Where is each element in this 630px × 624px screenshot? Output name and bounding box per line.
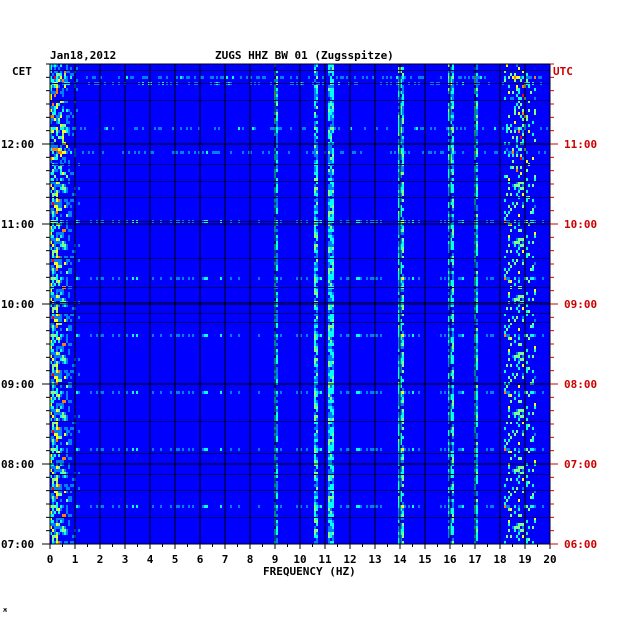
x-axis-label: FREQUENCY (HZ) [263, 565, 356, 578]
x-tick-label: 3 [122, 553, 129, 566]
x-tick-label: 0 [47, 553, 54, 566]
y-tick-label-left: 12:00 [1, 138, 34, 151]
y-tick-label-left: 11:00 [1, 218, 34, 231]
x-tick-label: 14 [393, 553, 407, 566]
x-tick-label: 1 [72, 553, 79, 566]
x-tick-label: 10 [293, 553, 306, 566]
y-tick-label-right: 07:00 [564, 458, 597, 471]
x-tick-label: 7 [222, 553, 229, 566]
x-tick-label: 15 [418, 553, 431, 566]
x-tick-label: 17 [468, 553, 481, 566]
axes: 0 1 2 3 4 5 6 7 8 9 10 11 12 13 14 15 16 17 18 19 2012:0011:… [1, 63, 597, 566]
chart-date: Jan18,2012 [50, 49, 117, 62]
x-tick-label: 18 [493, 553, 506, 566]
x-tick-label: 20 [543, 553, 556, 566]
y-tick-label-left: 10:00 [1, 298, 34, 311]
corner-mark: ж [3, 606, 8, 614]
x-tick-label: 4 [147, 553, 154, 566]
y-tick-label-right: 08:00 [564, 378, 597, 391]
grid [49, 64, 551, 545]
chart-title: ZUGS HHZ BW 01 (Zugsspitze) [215, 49, 394, 62]
x-tick-label: 19 [518, 553, 531, 566]
y-tick-label-left: 07:00 [1, 538, 34, 551]
x-tick-label: 13 [368, 553, 381, 566]
y-tick-label-right: 10:00 [564, 218, 597, 231]
right-axis-label: UTC [553, 65, 573, 78]
y-tick-label-right: 06:00 [564, 538, 597, 551]
y-tick-label-right: 11:00 [564, 138, 597, 151]
x-tick-label: 9 [272, 553, 279, 566]
x-tick-label: 8 [247, 553, 254, 566]
x-tick-label: 12 [343, 553, 356, 566]
x-tick-label: 16 [443, 553, 457, 566]
y-tick-label-left: 09:00 [1, 378, 34, 391]
x-tick-label: 6 [197, 553, 204, 566]
x-tick-label: 11 [318, 553, 332, 566]
y-tick-label-left: 08:00 [1, 458, 34, 471]
left-axis-label: CET [12, 65, 32, 78]
y-tick-label-right: 09:00 [564, 298, 597, 311]
x-tick-label: 5 [172, 553, 179, 566]
x-tick-label: 2 [97, 553, 104, 566]
